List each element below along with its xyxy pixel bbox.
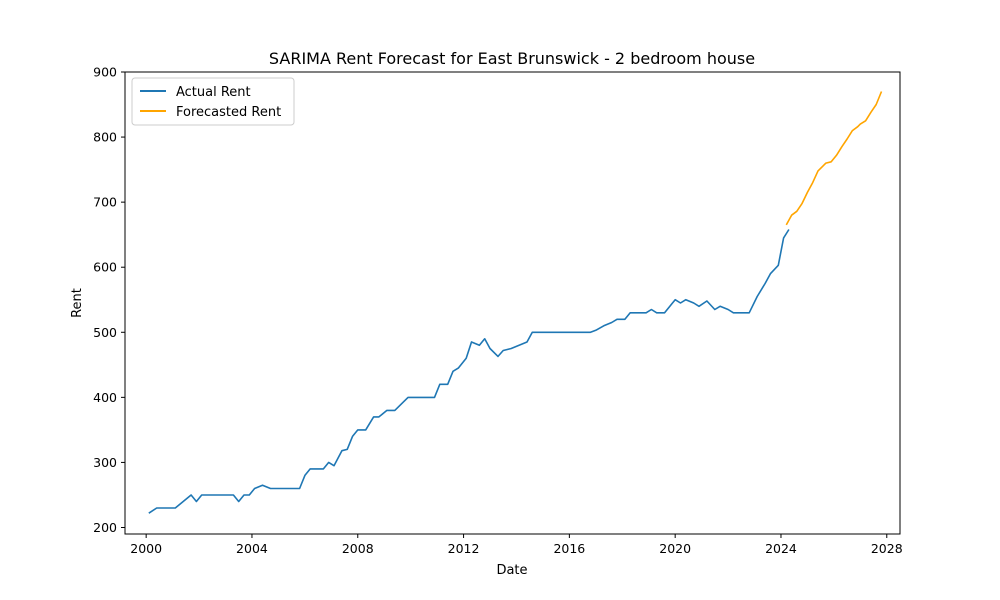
y-axis-label: Rent: [70, 288, 85, 318]
y-tick-label: 500: [93, 325, 117, 340]
y-tick-label: 400: [93, 390, 117, 405]
legend-label-forecasted-rent: Forecasted Rent: [176, 105, 281, 120]
y-axis: 200 300 400 500 600 700 800 900: [93, 65, 125, 535]
legend: Actual Rent Forecasted Rent: [131, 77, 295, 126]
y-tick-label: 700: [93, 195, 117, 210]
plot-frame: [124, 71, 901, 535]
x-tick-label: 2012: [448, 541, 480, 556]
y-tick-label: 900: [93, 65, 117, 80]
y-tick-label: 200: [93, 520, 117, 535]
y-tick-label: 800: [93, 130, 117, 145]
x-tick-label: 2020: [659, 541, 691, 556]
chart-title: SARIMA Rent Forecast for East Brunswick …: [269, 49, 755, 68]
x-tick-label: 2000: [130, 541, 162, 556]
y-tick-label: 300: [93, 455, 117, 470]
x-tick-label: 2004: [236, 541, 268, 556]
x-axis-label: Date: [496, 563, 527, 578]
x-tick-label: 2028: [871, 541, 903, 556]
x-axis: 2000 2004 2008 2012 2016 2020 2024 2028: [130, 534, 903, 556]
legend-label-actual-rent: Actual Rent: [176, 85, 251, 100]
x-tick-label: 2016: [553, 541, 585, 556]
x-tick-label: 2008: [342, 541, 374, 556]
series-line-actual-rent: [148, 229, 790, 514]
y-tick-label: 600: [93, 260, 117, 275]
legend-box: [131, 77, 295, 126]
x-tick-label: 2024: [765, 541, 797, 556]
series-layer: [148, 91, 883, 514]
series-line-forecasted-rent: [785, 91, 883, 226]
